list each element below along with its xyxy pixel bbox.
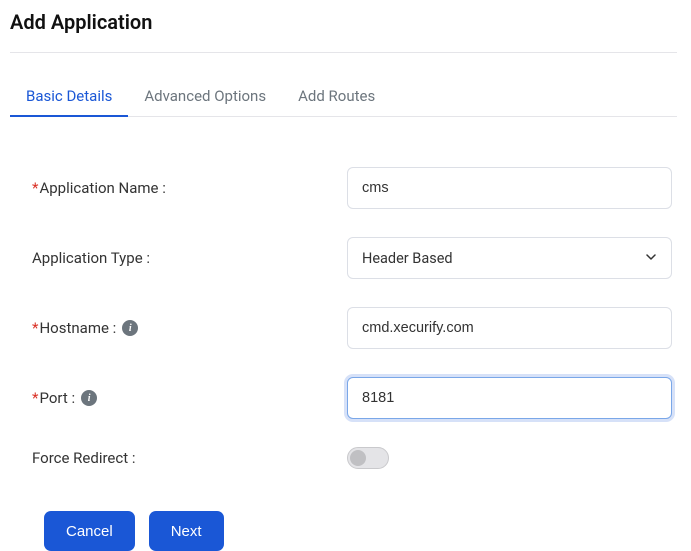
- port-input[interactable]: [347, 377, 672, 419]
- hostname-input[interactable]: [347, 307, 672, 349]
- tab-advanced-options[interactable]: Advanced Options: [128, 77, 282, 117]
- label-hostname: *Hostname : i: [32, 319, 347, 337]
- row-application-type: Application Type : Header Based: [32, 237, 672, 279]
- info-icon[interactable]: i: [122, 320, 138, 336]
- chevron-down-icon: [645, 251, 657, 266]
- force-redirect-toggle[interactable]: [347, 447, 389, 469]
- select-value: Header Based: [362, 250, 453, 267]
- next-button[interactable]: Next: [149, 511, 224, 551]
- tabs-bar: Basic Details Advanced Options Add Route…: [10, 77, 677, 117]
- label-force-redirect: Force Redirect :: [32, 449, 347, 467]
- application-name-input[interactable]: [347, 167, 672, 209]
- required-marker: *: [32, 179, 38, 197]
- label-text: Force Redirect :: [32, 449, 135, 467]
- divider: [10, 52, 677, 53]
- row-force-redirect: Force Redirect :: [32, 447, 672, 469]
- label-text: Port :: [39, 389, 75, 407]
- cancel-button[interactable]: Cancel: [44, 511, 135, 551]
- info-icon[interactable]: i: [81, 390, 97, 406]
- label-application-name: *Application Name :: [32, 179, 347, 197]
- label-text: Application Name :: [39, 179, 165, 197]
- button-bar: Cancel Next: [32, 511, 672, 551]
- row-application-name: *Application Name :: [32, 167, 672, 209]
- tab-add-routes[interactable]: Add Routes: [282, 77, 391, 117]
- row-hostname: *Hostname : i: [32, 307, 672, 349]
- required-marker: *: [32, 319, 38, 337]
- toggle-knob: [350, 450, 366, 466]
- label-application-type: Application Type :: [32, 249, 347, 267]
- form: *Application Name : Application Type : H…: [10, 117, 677, 551]
- application-type-select[interactable]: Header Based: [347, 237, 672, 279]
- label-text: Hostname :: [39, 319, 116, 337]
- tab-basic-details[interactable]: Basic Details: [10, 77, 128, 117]
- required-marker: *: [32, 389, 38, 407]
- page-title: Add Application: [10, 10, 677, 34]
- label-text: Application Type :: [32, 249, 150, 267]
- row-port: *Port : i: [32, 377, 672, 419]
- label-port: *Port : i: [32, 389, 347, 407]
